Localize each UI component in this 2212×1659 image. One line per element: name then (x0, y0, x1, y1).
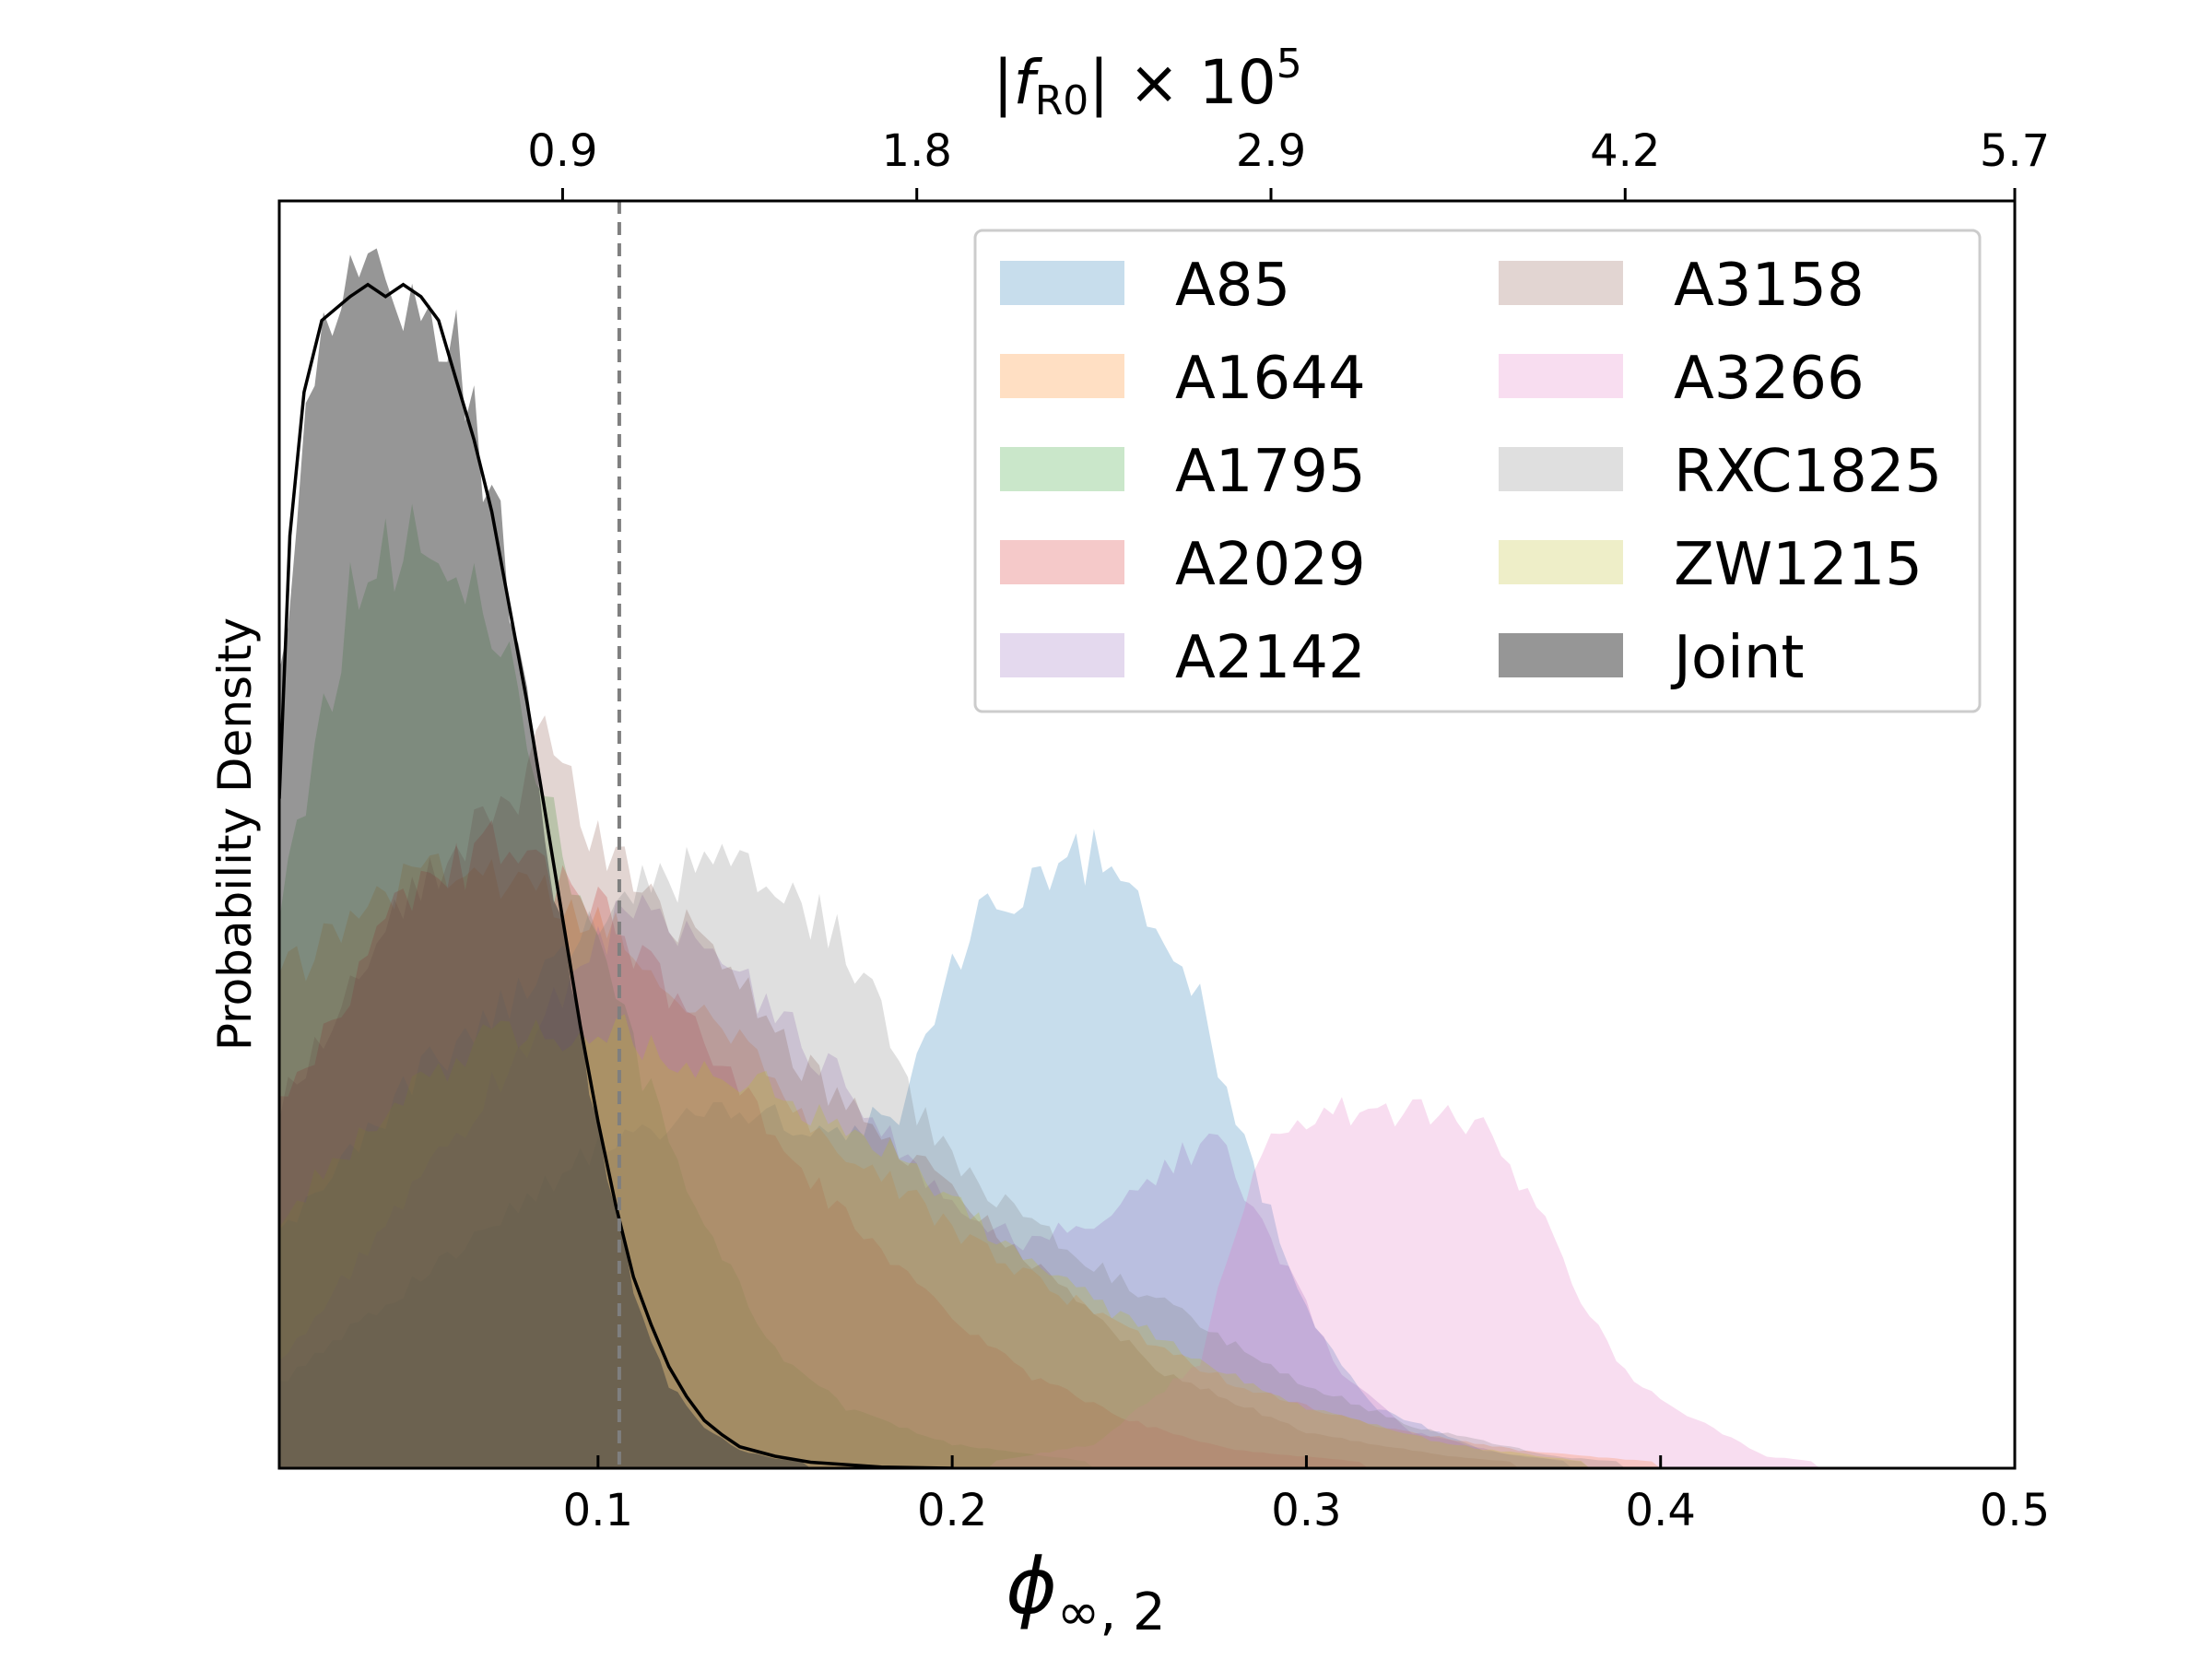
area-a3266 (279, 1097, 1874, 1468)
legend: A85 A1644 A1795 A2029 A2142 A3158 A3266 RXC1825… (973, 229, 1982, 713)
top-axis-title-pre: | (993, 47, 1013, 118)
legend-label-a1644: A1644 (1175, 345, 1366, 413)
top-tick-label-1: 1.8 (882, 125, 952, 177)
area-joint (279, 248, 953, 1468)
legend-swatch-a85 (1000, 261, 1124, 305)
legend-swatch-zw1215 (1499, 540, 1623, 584)
legend-label-joint: Joint (1670, 624, 1804, 692)
legend-label-a3158: A3158 (1674, 252, 1865, 320)
legend-label-a2142: A2142 (1175, 624, 1366, 692)
y-axis-title: Probability Density (208, 618, 262, 1051)
top-tick-label-0: 0.9 (527, 125, 597, 177)
bottom-axis: 0.1 0.2 0.3 0.4 0.5 (563, 1455, 2050, 1536)
legend-swatch-a2142 (1000, 633, 1124, 677)
legend-frame (973, 229, 1982, 713)
legend-swatch-a1644 (1000, 354, 1124, 398)
density-areas (279, 248, 1874, 1468)
top-tick-label-2: 2.9 (1236, 125, 1306, 177)
legend-swatch-a3266 (1499, 354, 1623, 398)
overlay-lines (279, 201, 953, 1468)
legend-label-a85: A85 (1175, 252, 1290, 320)
legend-swatch-a3158 (1499, 261, 1623, 305)
legend-swatch-a1795 (1000, 447, 1124, 491)
x-axis-title-sub: ∞, 2 (1057, 1583, 1166, 1642)
x-tick-label-2: 0.3 (1271, 1485, 1341, 1536)
x-axis-title: ϕ∞, 2 (1006, 1541, 1165, 1642)
joint-kde-line (279, 282, 953, 1468)
legend-label-zw1215: ZW1215 (1674, 531, 1923, 599)
x-tick-label-3: 0.4 (1626, 1485, 1696, 1536)
x-tick-label-4: 0.5 (1980, 1485, 2050, 1536)
legend-label-a2029: A2029 (1175, 531, 1366, 599)
legend-items: A85 A1644 A1795 A2029 A2142 A3158 A3266 RXC1825… (1000, 252, 1942, 692)
legend-swatch-joint (1499, 633, 1623, 677)
legend-swatch-a2029 (1000, 540, 1124, 584)
top-axis-title: |fR0| × 105 (993, 41, 1302, 124)
legend-label-rxc1825: RXC1825 (1674, 438, 1942, 506)
top-axis-title-sup: 5 (1277, 41, 1302, 88)
legend-label-a1795: A1795 (1175, 438, 1366, 506)
area-a1644 (279, 853, 1803, 1468)
top-tick-label-4: 5.7 (1980, 125, 2050, 177)
top-axis-title-sub: R0 (1035, 77, 1089, 124)
x-tick-label-0: 0.1 (563, 1485, 633, 1536)
top-axis-title-post: | × 10 (1088, 47, 1276, 118)
x-axis-title-main: ϕ (1006, 1541, 1056, 1631)
legend-swatch-rxc1825 (1499, 447, 1623, 491)
top-tick-label-3: 4.2 (1590, 125, 1660, 177)
top-axis: 0.9 1.8 2.9 4.2 5.7 (527, 125, 2050, 201)
legend-label-a3266: A3266 (1674, 345, 1865, 413)
x-tick-label-1: 0.2 (917, 1485, 987, 1536)
plot-frame (277, 199, 2017, 1470)
